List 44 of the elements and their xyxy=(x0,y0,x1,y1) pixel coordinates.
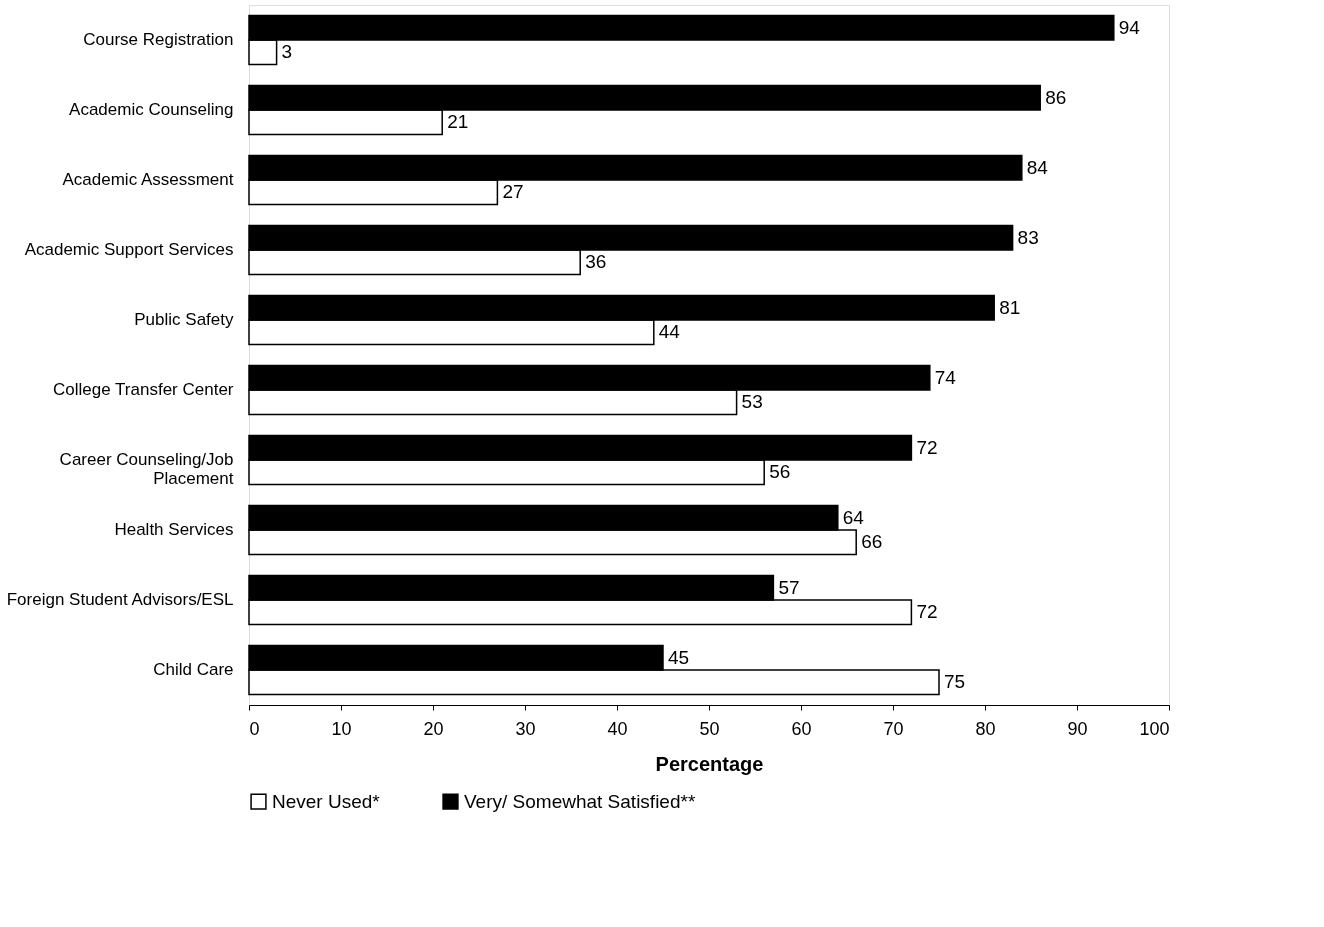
legend-label: Never Used* xyxy=(272,790,381,812)
y-tick-label: Public Safety xyxy=(134,310,234,329)
data-label: 94 xyxy=(1118,16,1141,38)
y-tick-label: Academic Assessment xyxy=(62,170,234,189)
data-label: 84 xyxy=(1026,156,1049,178)
y-tick-label: Child Care xyxy=(153,660,234,679)
data-label: 81 xyxy=(999,296,1021,318)
data-label: 45 xyxy=(668,646,690,668)
x-tick-label: 40 xyxy=(607,718,628,739)
x-tick-label: 60 xyxy=(791,718,812,739)
legend-label: Very/ Somewhat Satisfied** xyxy=(464,790,696,812)
y-tick-label: Academic Support Services xyxy=(24,240,234,259)
data-label: 83 xyxy=(1017,226,1039,248)
x-tick-label: 70 xyxy=(883,718,904,739)
data-label: 27 xyxy=(502,181,524,203)
x-tick-label: 90 xyxy=(1067,718,1088,739)
x-tick-label: 0 xyxy=(249,718,260,739)
y-tick-label: Academic Counseling xyxy=(69,100,234,119)
data-label: 64 xyxy=(842,506,865,528)
data-label: 72 xyxy=(916,436,938,458)
y-tick-label: Career Counseling/Job Placement xyxy=(59,450,234,488)
data-label: 86 xyxy=(1045,86,1067,108)
x-tick-label: 20 xyxy=(423,718,444,739)
x-tick-label: 30 xyxy=(515,718,536,739)
data-label: 72 xyxy=(916,601,938,623)
x-tick-label: 10 xyxy=(331,718,352,739)
data-label: 57 xyxy=(778,576,800,598)
data-label: 44 xyxy=(658,321,681,343)
x-tick-label: 50 xyxy=(699,718,720,739)
data-label: 75 xyxy=(944,671,966,693)
data-label: 53 xyxy=(741,391,763,413)
data-label: 3 xyxy=(281,41,293,63)
y-tick-label: Health Services xyxy=(114,520,234,539)
x-tick-label: 80 xyxy=(975,718,996,739)
x-tick-label: 100 xyxy=(1139,718,1170,739)
y-tick-label: Foreign Student Advisors/ESL xyxy=(6,590,234,609)
data-label: 21 xyxy=(447,111,469,133)
y-tick-label: Course Registration xyxy=(83,30,234,49)
data-label: 56 xyxy=(769,461,791,483)
y-tick-label: College Transfer Center xyxy=(53,380,234,399)
data-label: 74 xyxy=(934,366,957,388)
x-axis-title: Percentage xyxy=(655,752,764,775)
data-label: 36 xyxy=(585,251,607,273)
data-label: 66 xyxy=(861,531,883,553)
